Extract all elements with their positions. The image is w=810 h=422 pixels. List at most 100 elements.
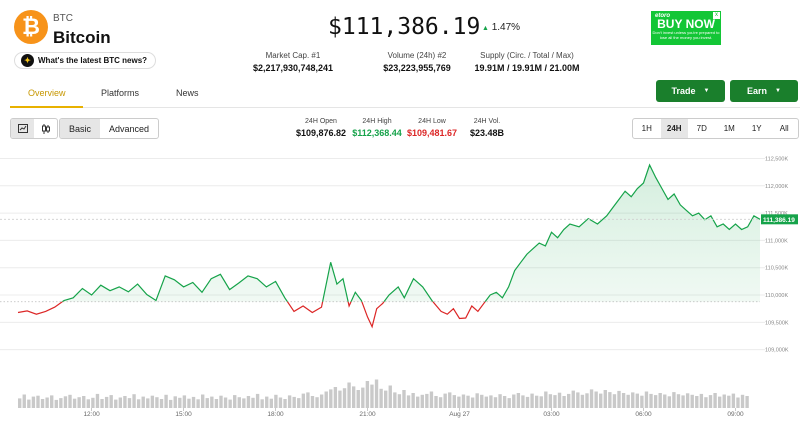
ohlc-low: 24H Low $109,481.67 xyxy=(403,118,461,138)
ohlc-high: 24H High $112,368.44 xyxy=(348,118,406,138)
etoro-ad-banner[interactable]: x etoro BUY NOW Don't invest unless you'… xyxy=(651,11,721,45)
basic-mode-button[interactable]: Basic xyxy=(60,119,101,138)
volume-bar xyxy=(640,395,644,408)
y-tick-label: 111,000K xyxy=(765,238,788,244)
volume-bar xyxy=(695,396,699,408)
latest-news-button[interactable]: ✦ What's the latest BTC news? xyxy=(14,52,157,69)
volume-bar xyxy=(77,397,81,408)
volume-bar xyxy=(635,393,639,408)
tab-platforms[interactable]: Platforms xyxy=(101,88,140,98)
volume-bar xyxy=(612,394,617,408)
volume-bar xyxy=(699,393,704,408)
advanced-mode-button[interactable]: Advanced xyxy=(109,123,150,134)
volume-bar xyxy=(59,398,63,408)
volume-bar xyxy=(255,393,260,408)
price-area-fill xyxy=(62,165,760,302)
volume-bar xyxy=(617,390,621,408)
volume-bar xyxy=(100,399,104,408)
candlestick-icon[interactable] xyxy=(34,119,57,138)
volume-bar xyxy=(82,396,86,408)
x-tick-label: 06:00 xyxy=(635,411,652,418)
volume-bar xyxy=(393,392,397,408)
volume-bar xyxy=(333,387,338,408)
volume-bar xyxy=(567,393,571,408)
volume-bar xyxy=(210,396,214,408)
volume-bar xyxy=(416,396,420,408)
volume-bar xyxy=(466,395,470,408)
volume-bar xyxy=(251,397,255,408)
volume-bar xyxy=(173,396,177,408)
range-1y-button[interactable]: 1Y xyxy=(751,124,762,133)
time-range-selector: 1H 24H 7D 1M 1Y All xyxy=(632,118,799,139)
volume-bar xyxy=(493,397,498,408)
volume-bar xyxy=(347,382,351,408)
volume-bar xyxy=(507,398,511,408)
chart-type-toggle xyxy=(10,118,58,139)
coin-name: Bitcoin xyxy=(53,28,111,47)
volume-bar xyxy=(594,391,598,408)
volume-bar xyxy=(168,399,173,408)
stat-value: $2,217,930,748,241 xyxy=(252,63,334,73)
volume-bar xyxy=(685,393,690,408)
volume-bar xyxy=(457,396,461,408)
price-chart[interactable]: 112,500K 112,000K 111,500K 111,000K 110,500K… xyxy=(0,145,810,420)
range-all-button[interactable]: All xyxy=(779,124,789,133)
stat-label: Supply (Circ. / Total / Max) xyxy=(480,51,574,60)
volume-bar xyxy=(27,399,31,408)
volume-bar xyxy=(388,385,392,408)
volume-bar xyxy=(292,396,296,408)
price-line-up xyxy=(61,163,761,302)
line-chart-icon[interactable] xyxy=(11,119,34,138)
earn-button[interactable]: Earn ▼ xyxy=(730,80,798,102)
volume-bar xyxy=(402,390,406,408)
volume-bar xyxy=(461,394,466,408)
x-tick-label: 21:00 xyxy=(359,411,376,418)
ad-close-icon[interactable]: x xyxy=(713,12,720,19)
price-change-value: 1.47% xyxy=(491,22,521,33)
y-tick-label: 112,000K xyxy=(765,184,788,190)
range-24h-button[interactable]: 24H xyxy=(660,119,688,138)
ad-disclaimer: Don't invest unless you're prepared to l… xyxy=(652,30,720,40)
x-tick-label: 03:00 xyxy=(543,411,560,418)
volume-bar xyxy=(214,399,219,408)
volume-bar xyxy=(443,393,447,408)
range-7d-button[interactable]: 7D xyxy=(696,124,707,133)
volume-bar xyxy=(512,394,516,408)
volume-bar xyxy=(114,399,118,408)
volume-bar xyxy=(489,395,493,408)
volume-bar xyxy=(370,384,374,408)
volume-bar xyxy=(127,398,132,408)
volume-bar xyxy=(287,395,292,408)
volume-bar xyxy=(448,392,452,408)
volume-bar xyxy=(265,396,269,408)
volume-bar xyxy=(480,394,484,408)
range-1m-button[interactable]: 1M xyxy=(723,124,735,133)
volume-bar xyxy=(242,398,246,408)
volume-bar xyxy=(498,394,502,408)
volume-bar xyxy=(406,395,411,408)
volume-bar xyxy=(104,396,109,408)
stat-value: $23,223,955,769 xyxy=(383,63,451,73)
bitcoin-logo-icon: ₿ xyxy=(14,10,48,44)
volume-bar xyxy=(544,391,548,408)
volume-bar xyxy=(164,394,168,408)
volume-bar xyxy=(484,396,489,408)
volume-bar xyxy=(54,399,58,408)
volume-bar xyxy=(475,393,479,408)
range-1h-button[interactable]: 1H xyxy=(641,124,652,133)
trade-button[interactable]: Trade ▼ xyxy=(656,80,725,102)
volume-bar xyxy=(525,396,530,408)
ohlc-open: 24H Open $109,876.82 xyxy=(292,118,350,138)
volume-bar xyxy=(722,394,726,408)
tab-overview[interactable]: Overview xyxy=(28,88,66,98)
volume-bar xyxy=(329,389,333,408)
volume-bar xyxy=(717,396,722,408)
volume-bar xyxy=(502,396,507,408)
volume-bar xyxy=(644,391,649,408)
coin-symbol: BTC xyxy=(53,13,73,24)
ad-brand: etoro xyxy=(655,13,670,19)
volume-bar xyxy=(667,396,672,408)
ohlc-label: 24H High xyxy=(362,118,392,125)
volume-bar xyxy=(18,398,22,408)
tab-news[interactable]: News xyxy=(176,88,199,98)
